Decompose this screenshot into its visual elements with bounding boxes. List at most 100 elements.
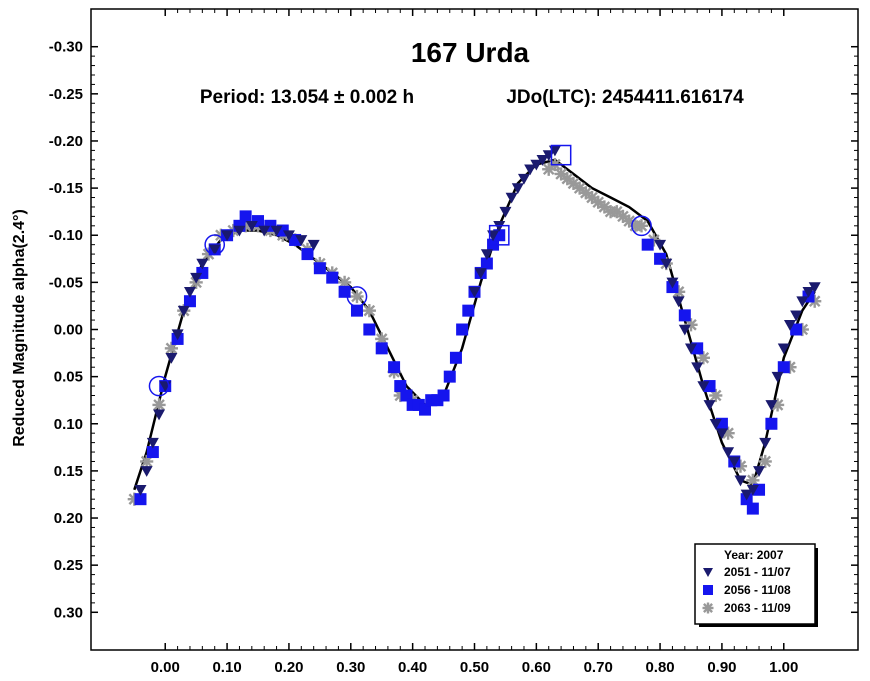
data-point-triangle-down — [517, 173, 530, 185]
y-tick-label: 0.05 — [54, 369, 83, 386]
data-point-triangle-down — [493, 221, 506, 232]
data-point-triangle-down — [140, 466, 153, 477]
data-point-square — [400, 389, 413, 402]
data-point-asterisk — [152, 398, 166, 412]
data-point-square — [765, 417, 778, 430]
data-point-square — [394, 380, 407, 393]
data-point-square — [443, 370, 456, 383]
data-point-asterisk — [616, 209, 630, 223]
y-tick-label: -0.30 — [49, 39, 83, 56]
data-point-triangle-down — [709, 418, 722, 430]
data-point-triangle-down — [153, 409, 166, 421]
x-tick-label: 0.20 — [274, 659, 303, 676]
data-point-triangle-down — [722, 447, 735, 459]
plot-frame — [90, 8, 859, 651]
data-point-square — [183, 295, 196, 308]
data-point-triangle-down — [734, 475, 747, 487]
x-tick-label: 1.00 — [769, 659, 798, 676]
data-point-triangle-down — [270, 225, 283, 237]
data-point-triangle-down — [802, 286, 815, 298]
data-point-asterisk — [709, 388, 723, 403]
highlight-marker-circle-open — [204, 234, 226, 256]
data-point-triangle-down — [765, 400, 778, 411]
data-point-triangle-down — [524, 164, 537, 176]
data-point-square — [375, 342, 388, 355]
data-point-triangle-down — [759, 437, 772, 449]
data-point-triangle-down — [171, 329, 184, 341]
data-point-square — [456, 323, 469, 336]
y-tick-label: 0.15 — [54, 463, 83, 480]
data-point-asterisk — [350, 289, 364, 304]
data-point-triangle-down — [660, 258, 673, 270]
x-tick-label: 0.90 — [707, 659, 736, 676]
data-point-square — [437, 389, 450, 402]
data-point-square — [419, 403, 432, 416]
data-point-triangle-down — [536, 155, 549, 166]
data-point-triangle-down — [282, 230, 295, 242]
data-point-triangle-down — [208, 244, 221, 256]
legend-title: Year: 2007 — [724, 548, 784, 562]
legend-shadow — [815, 548, 818, 627]
data-point-triangle-down — [771, 371, 784, 383]
x-tick-label: 0.00 — [151, 659, 180, 676]
data-point-triangle-down — [746, 484, 759, 496]
data-point-triangle-down — [165, 352, 178, 364]
data-point-triangle-down — [233, 225, 246, 237]
data-point-square — [777, 361, 790, 374]
data-point-square — [746, 502, 759, 515]
data-point-square — [480, 257, 493, 270]
data-point-triangle-down — [505, 192, 518, 204]
data-point-square — [654, 252, 667, 265]
data-point-triangle-down — [715, 428, 728, 440]
data-point-triangle-down — [177, 305, 190, 317]
data-point-triangle-down — [783, 319, 796, 331]
data-point-triangle-down — [790, 310, 803, 322]
period-label: Period: 13.054 ± 0.002 h — [200, 87, 414, 108]
data-point-square — [301, 248, 314, 261]
data-point-triangle-down — [499, 206, 512, 218]
x-tick-label: 0.80 — [645, 659, 674, 676]
data-point-square — [449, 351, 462, 364]
data-point-asterisk — [758, 454, 772, 469]
data-point-triangle-down — [295, 235, 308, 246]
data-point-triangle-down — [753, 466, 766, 477]
x-tick-label: 0.30 — [336, 659, 365, 676]
data-point-triangle-down — [740, 489, 753, 501]
data-point-asterisk — [140, 454, 154, 469]
legend-marker-asterisk — [702, 602, 714, 614]
data-point-triangle-down — [511, 183, 524, 195]
highlight-marker-circle-open — [631, 215, 652, 237]
data-point-triangle-down — [728, 456, 741, 468]
data-point-triangle-down — [654, 239, 667, 251]
highlight-marker-circle-open — [148, 375, 170, 397]
data-point-square — [326, 271, 339, 284]
data-point-triangle-down — [691, 362, 704, 374]
data-point-asterisk — [573, 181, 587, 195]
data-point-asterisk — [696, 351, 710, 365]
y-tick-label: -0.15 — [49, 180, 83, 197]
x-tick-label: 0.50 — [460, 659, 489, 676]
data-point-triangle-down — [221, 230, 234, 242]
y-tick-label: 0.25 — [54, 557, 83, 574]
y-tick-label: 0.20 — [54, 510, 83, 527]
y-tick-label: -0.05 — [49, 274, 83, 291]
legend-entry-label: 2056 - 11/08 — [724, 583, 791, 597]
data-point-triangle-down — [245, 221, 258, 232]
data-point-square — [388, 361, 401, 374]
data-point-square — [363, 323, 376, 336]
y-tick-label: 0.30 — [54, 604, 83, 621]
data-point-triangle-down — [678, 324, 691, 336]
data-point-triangle-down — [703, 400, 716, 411]
legend-entry-label: 2051 - 11/07 — [724, 565, 791, 579]
data-point-triangle-down — [480, 249, 493, 261]
data-point-triangle-down — [468, 286, 481, 298]
data-point-asterisk — [746, 473, 760, 487]
epoch-label: JDo(LTC): 2454411.616174 — [506, 87, 744, 108]
data-point-square — [252, 215, 265, 228]
data-point-asterisk — [362, 304, 376, 318]
highlight-marker-square-open — [550, 144, 572, 166]
y-tick-label: 0.00 — [54, 322, 83, 339]
data-point-triangle-down — [697, 381, 710, 393]
legend-marker-square — [703, 585, 713, 595]
